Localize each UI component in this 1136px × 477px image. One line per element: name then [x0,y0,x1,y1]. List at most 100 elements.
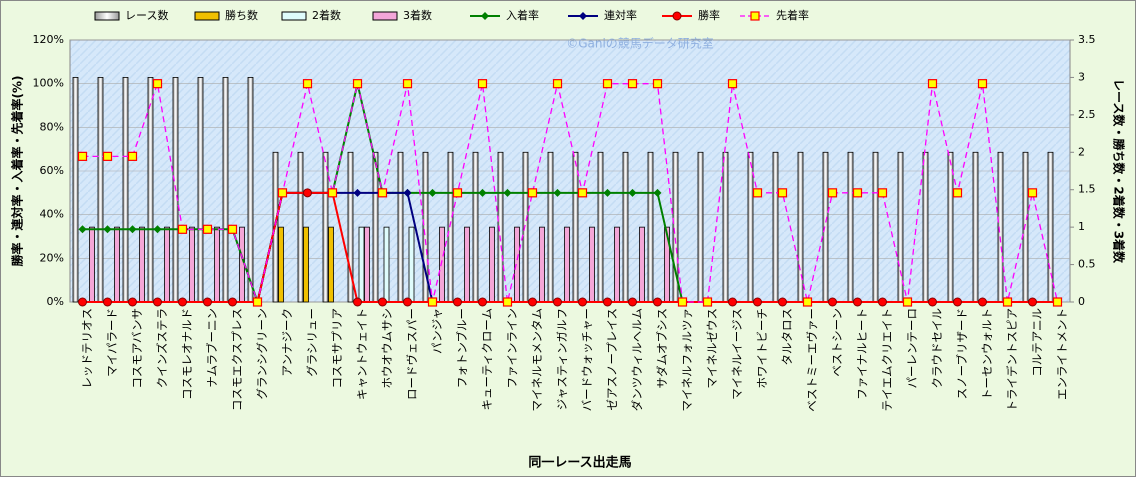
x-tick-label: バードウォッチャー [580,308,594,411]
watermark: ©Ganiの競馬データ研究室 [566,36,714,51]
y2-tick-label: 3 [1078,70,1085,83]
marker [627,79,638,89]
marker [228,297,237,307]
x-tick-label: ファインライン [505,308,519,389]
y2-tick-label: 0 [1078,295,1085,308]
bar [347,151,354,303]
x-tick-label: マイネルフォルツァ [680,308,694,412]
marker [603,188,612,197]
legend-label: 2着数 [312,8,341,22]
bar [972,151,979,303]
bar [722,151,729,303]
bar [247,77,254,303]
y-tick-label: 80% [40,120,64,133]
marker [853,297,862,307]
bar [597,151,604,303]
marker [653,297,662,307]
marker [277,188,288,198]
bar [114,226,120,303]
marker [553,297,562,307]
legend-label: 入着率 [506,8,539,22]
bar [489,226,495,303]
marker [702,297,713,307]
marker [353,188,362,197]
marker [127,151,138,161]
marker [602,79,613,89]
y-tick-label: 0% [47,295,64,308]
x-tick-label: アンナジーク [280,308,294,377]
x-tick-label: ベストミーエヴァー [805,308,819,412]
marker [778,297,787,307]
marker [527,188,538,198]
x-tick-label: グラシリュー [305,308,319,377]
legend-label: 先着率 [776,8,809,22]
x-tick-label: ホウオウムサシ [380,308,394,389]
marker [378,297,387,307]
marker [753,297,762,307]
marker [103,297,112,307]
bar [383,226,390,303]
marker [153,225,162,234]
marker [577,188,588,198]
marker [552,79,563,89]
y-axis-title: 勝率・連対率・入着率・先着率(%) [10,76,25,267]
bar [89,226,95,303]
bar [397,151,404,303]
marker [128,225,137,234]
marker [977,79,988,89]
x-tick-label: ゼアスノープレイス [605,308,619,410]
bar [364,226,370,303]
x-tick-label: ダンツウィルヘルム [630,308,644,411]
x-tick-label: ロードヴェスパー [405,308,419,400]
marker [802,297,813,307]
marker [478,188,487,197]
x-tick-label: クラウドセイル [930,308,944,389]
legend-swatch [372,11,398,21]
bar [72,77,79,303]
x-tick-label: ファイナルヒート [855,308,869,400]
marker [77,151,88,161]
marker [578,297,587,307]
bar [447,151,454,303]
bar [1022,151,1029,303]
x-tick-label: タルタロス [780,308,794,366]
marker [178,297,187,307]
bar [139,226,145,303]
y2-tick-label: 1.5 [1078,183,1096,196]
marker [878,297,887,307]
marker [978,297,987,307]
x-tick-label: テイエムクリエイト [880,308,894,411]
x-tick-label: コスモエクスプレス [230,308,244,411]
marker [927,79,938,89]
y-tick-label: 100% [33,77,64,90]
marker [478,297,487,307]
y-tick-label: 60% [40,164,64,177]
marker [453,297,462,307]
marker [177,224,188,234]
marker [727,79,738,89]
marker [528,297,537,307]
marker [477,79,488,89]
marker [652,79,663,89]
legend-swatch [194,11,220,21]
line [82,83,1059,305]
bar [522,151,529,303]
legend-marker [481,12,489,20]
marker [377,188,388,198]
x-tick-label: マイネルゼウス [705,308,719,389]
marker [752,188,763,198]
x-tick-label: レッドテリオス [80,308,94,389]
y2-tick-label: 1 [1078,220,1085,233]
marker [1002,297,1013,307]
marker [852,188,863,198]
x-tick-label: ジャスティンガルフ [555,308,569,410]
y2-tick-label: 3.5 [1078,33,1096,46]
x-tick-label: コルテアニル [1030,308,1044,377]
marker [403,188,412,197]
legend-swatch [281,11,307,21]
bar [439,226,445,303]
bar [358,226,365,303]
marker [203,297,212,307]
marker [353,297,362,307]
